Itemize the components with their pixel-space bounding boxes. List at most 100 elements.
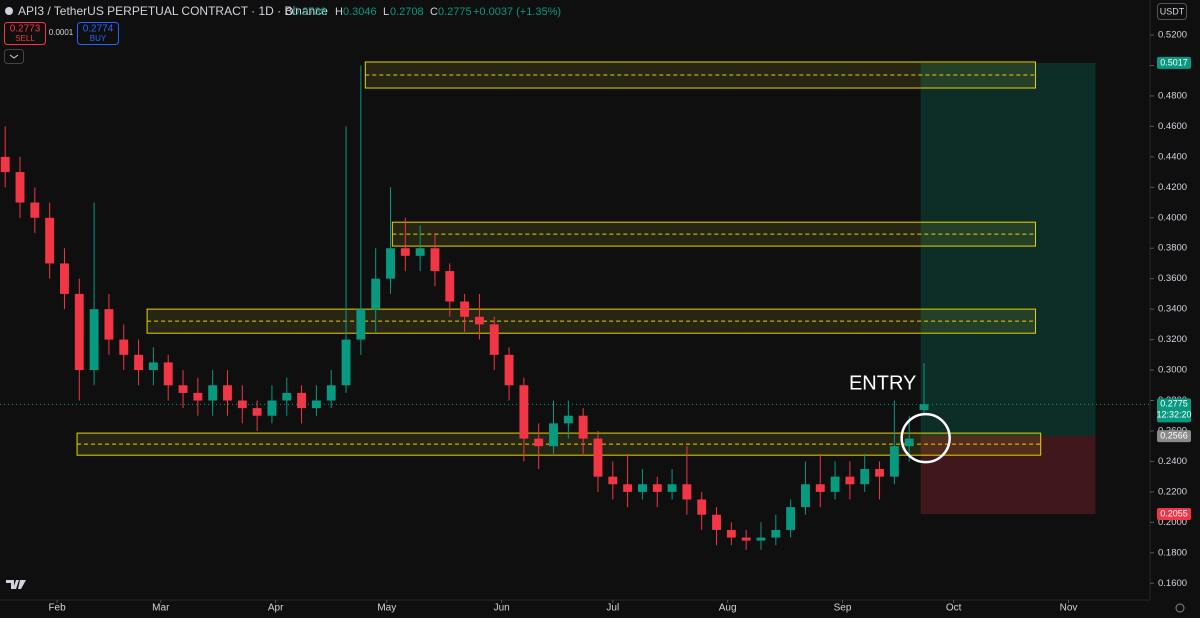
c-value: 0.2775 xyxy=(438,6,472,18)
candle-body xyxy=(252,408,262,416)
sell-button[interactable] xyxy=(4,22,46,45)
candle-body xyxy=(549,423,558,447)
o-label: O xyxy=(285,6,294,18)
candle-body xyxy=(534,438,544,447)
x-tick-label: Jul xyxy=(606,603,619,614)
candle-body xyxy=(356,309,366,340)
candle-body xyxy=(445,271,455,302)
x-tick-label: Apr xyxy=(268,603,284,614)
candle-body xyxy=(578,415,588,439)
logo xyxy=(6,580,26,589)
candle-body xyxy=(30,202,40,218)
candle-body xyxy=(400,248,410,256)
annotation: ENTRY xyxy=(849,372,916,394)
candle-body xyxy=(341,339,351,386)
candle-body xyxy=(89,309,99,371)
y-tick-label: 0.1800 xyxy=(1158,547,1187,558)
candle-body xyxy=(860,469,870,485)
sell-label: SELL xyxy=(15,34,35,43)
candle-body xyxy=(386,248,395,279)
stop-zone xyxy=(920,436,1096,514)
candle-body xyxy=(771,529,781,538)
settings-icon[interactable] xyxy=(1175,603,1185,613)
candle-body xyxy=(726,529,736,538)
buy-button[interactable] xyxy=(77,22,119,45)
candle-body xyxy=(697,499,707,515)
candle-body xyxy=(637,484,647,492)
y-tick-label: 0.4600 xyxy=(1158,121,1187,132)
currency-button[interactable] xyxy=(1157,3,1187,20)
candle-body xyxy=(474,316,484,325)
y-tick-label: 0.3000 xyxy=(1158,365,1187,376)
candle-body xyxy=(371,278,381,310)
candle-body xyxy=(682,484,692,500)
candle-body xyxy=(919,404,929,410)
entry-circle xyxy=(900,412,951,464)
candle-body xyxy=(652,484,662,492)
o-value: 0.2738 xyxy=(293,6,327,18)
y-tick-label: 0.4400 xyxy=(1158,151,1187,162)
candle-body xyxy=(623,484,633,492)
candle-body xyxy=(415,248,425,256)
candle-body xyxy=(45,217,55,264)
candle-body xyxy=(0,156,10,173)
candle-body xyxy=(712,514,721,530)
candle-body xyxy=(119,339,129,355)
candle-body xyxy=(608,476,618,485)
entry-label-bg xyxy=(1157,430,1191,443)
candle-body xyxy=(460,301,470,317)
candle-body xyxy=(504,354,514,386)
buy-label: BUY xyxy=(90,34,107,43)
candle-body xyxy=(667,484,677,492)
target-zone xyxy=(920,62,1096,437)
y-tick-label: 0.2400 xyxy=(1158,456,1187,467)
target-label-bg xyxy=(1157,56,1191,69)
candle-body xyxy=(800,484,810,508)
candle-body xyxy=(104,309,114,340)
collapse-button[interactable] xyxy=(4,49,24,64)
candle-body xyxy=(875,469,884,477)
candle-body xyxy=(267,400,277,416)
y-tick-label: 0.2000 xyxy=(1158,517,1187,528)
y-tick-label: 0.2200 xyxy=(1158,486,1187,497)
stop-label-bg xyxy=(1157,507,1191,520)
candle-body xyxy=(889,446,899,477)
collapse-icon xyxy=(9,54,19,59)
target-label: 0.5017 xyxy=(1160,57,1188,67)
candle-body xyxy=(74,293,84,371)
entry-label: 0.2566 xyxy=(1160,431,1188,441)
y-tick-label: 0.4200 xyxy=(1158,182,1187,193)
candle-body xyxy=(282,392,292,401)
candle-body xyxy=(904,438,914,447)
candle-body xyxy=(15,172,25,203)
candle-body xyxy=(563,415,573,424)
candle-body xyxy=(134,354,144,371)
l-label: L xyxy=(383,6,389,18)
candle-body xyxy=(786,507,796,530)
x-tick-label: Jun xyxy=(494,603,510,614)
candle-body xyxy=(237,400,247,409)
y-tick-label: 0.3400 xyxy=(1158,304,1187,315)
y-tick-label: 0.4800 xyxy=(1158,90,1187,101)
y-tick-label: 0.5200 xyxy=(1158,30,1187,41)
y-tick-label: 0.3200 xyxy=(1158,334,1187,345)
x-tick-label: Nov xyxy=(1060,603,1078,614)
x-tick-label: Oct xyxy=(946,603,962,614)
sell-price: 0.2773 xyxy=(10,24,41,35)
candle-body xyxy=(326,385,336,401)
candle-body xyxy=(430,248,440,272)
countdown: 12:32:20 xyxy=(1156,410,1191,420)
candle-body xyxy=(223,385,232,401)
spread: 0.0001 xyxy=(49,28,74,37)
candle-body xyxy=(845,476,855,485)
last-price-bg xyxy=(1157,398,1191,423)
y-tick-label: 0.1600 xyxy=(1158,578,1187,589)
c-label: C xyxy=(430,6,438,18)
candle-body xyxy=(297,392,307,409)
x-tick-label: Mar xyxy=(152,603,170,614)
candle-body xyxy=(756,537,766,541)
y-tick-label: 0.4000 xyxy=(1158,212,1187,223)
candle-body xyxy=(193,392,203,401)
